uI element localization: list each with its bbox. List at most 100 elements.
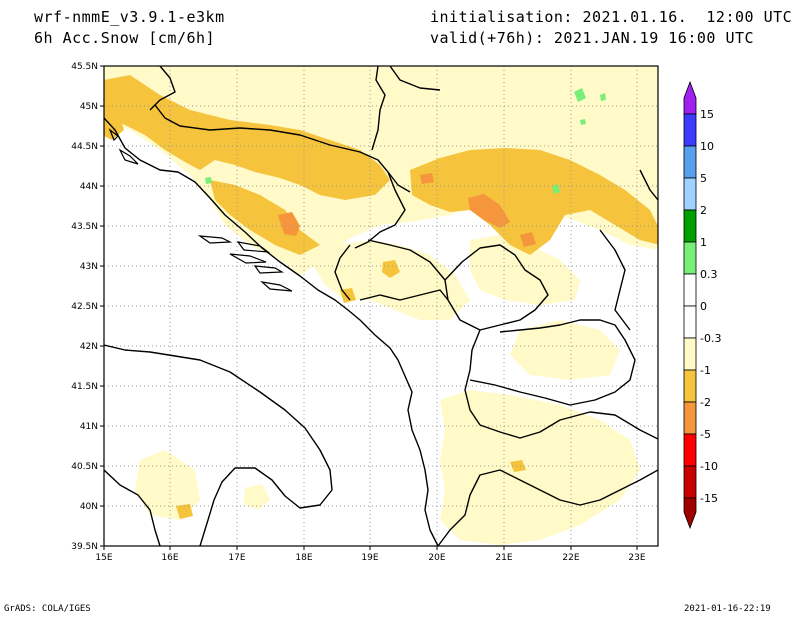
lat-tick: 42.5N [71, 302, 98, 312]
bosnia-east-border [354, 171, 406, 249]
colorbar-label: -2 [700, 396, 711, 409]
snow-light-italy-spot [244, 484, 270, 510]
init-time: initialisation: 2021.01.16. 12:00 UTC [430, 8, 793, 26]
colorbar-top-arrow [683, 80, 697, 115]
greece-coast [437, 469, 658, 546]
serbia-croatia-border [371, 66, 386, 151]
field-title: 6h Acc.Snow [cm/6h] [34, 29, 216, 47]
montenegro-border [334, 244, 351, 301]
island-6 [118, 148, 139, 165]
colorbar-label: 0.3 [700, 268, 718, 281]
lat-tick-labels: 39.5N 40N 40.5N 41N 41.5N 42N 42.5N 43N … [71, 62, 98, 552]
lat-tick: 43N [80, 262, 98, 272]
snow-moderate-spot-a [382, 260, 400, 278]
snow-moderate-spot-c [510, 460, 526, 472]
lon-tick: 19E [361, 553, 378, 563]
lon-tick-labels: 15E 16E 17E 18E 19E 20E 21E 22E 23E [95, 553, 645, 563]
colorbar-swatch [683, 273, 697, 307]
snow-light-macedonia [510, 320, 620, 380]
valid-time: valid(+76h): 2021.JAN.19 16:00 UTC [430, 29, 755, 47]
albania-north-border [359, 289, 449, 301]
lon-tick: 21E [495, 553, 512, 563]
bulgaria-border [599, 229, 631, 331]
lat-tick: 42N [80, 342, 98, 352]
lat-tick: 45N [80, 102, 98, 112]
lon-tick: 16E [161, 553, 178, 563]
island-3 [253, 265, 285, 274]
colorbar-label: 5 [700, 172, 707, 185]
snow-light-greece [440, 390, 640, 545]
greece-border [479, 411, 658, 440]
colorbar-swatch [683, 177, 697, 211]
lon-tick: 15E [95, 553, 112, 563]
colorbar-label: -15 [700, 492, 718, 505]
lat-tick: 43.5N [71, 222, 98, 232]
green-spot-3 [552, 184, 560, 194]
colorbar: 15 10 5 2 1 0.3 0 -0.3 -1 -2 -5 -10 -15 [683, 80, 721, 530]
colorbar-label: -5 [700, 428, 711, 441]
footer-credit: GrADS: COLA/IGES [4, 604, 91, 614]
snow-heavy-serbia [468, 194, 510, 228]
snow-moderate-west-edge [104, 108, 124, 140]
snow-moderate-serbia-band [410, 148, 658, 255]
island-1 [197, 235, 233, 244]
colorbar-swatch [683, 113, 697, 147]
lat-tick: 40.5N [71, 462, 98, 472]
colorbar-label: 10 [700, 140, 714, 153]
macedonia-border [469, 319, 636, 406]
colorbar-swatch [683, 145, 697, 179]
hungary-border [389, 66, 441, 91]
lat-tick: 41.5N [71, 382, 98, 392]
lat-tick: 39.5N [71, 542, 98, 552]
model-title: wrf-nmmE_v3.9.1-e3km [34, 8, 225, 26]
colorbar-label: -10 [700, 460, 718, 473]
colorbar-label: 0 [700, 300, 707, 313]
colorbar-label: 15 [700, 108, 714, 121]
italy-coast [104, 344, 333, 546]
green-spot-2 [600, 93, 606, 101]
snow-light-italy-heel [135, 450, 200, 520]
snow-moderate-croatia-band [104, 75, 390, 200]
snow-heavy-north [420, 173, 434, 184]
colorbar-swatch [683, 369, 697, 403]
lon-tick: 18E [295, 553, 312, 563]
snow-moderate-spot-b [176, 504, 193, 519]
colorbar-swatch [683, 401, 697, 435]
tick-marks [100, 65, 638, 550]
colorbar-swatch [683, 337, 697, 371]
lat-tick: 44.5N [71, 142, 98, 152]
lon-tick: 17E [228, 553, 245, 563]
colorbar-label: -1 [700, 364, 711, 377]
east-border [639, 169, 658, 201]
lon-tick: 20E [428, 553, 445, 563]
green-spot-4 [205, 177, 212, 184]
lat-tick: 45.5N [71, 62, 98, 72]
island-5 [236, 241, 271, 253]
snow-heavy-bosnia [278, 212, 300, 236]
north-border-west [149, 66, 176, 111]
snow-light-montenegro [310, 240, 470, 320]
adriatic-east-coast [104, 117, 439, 546]
graticule [104, 66, 658, 546]
colorbar-swatch [683, 209, 697, 243]
montenegro-serbia-border [367, 239, 446, 281]
albania-east-border [464, 329, 481, 426]
lat-tick: 40N [80, 502, 98, 512]
islands [108, 128, 293, 292]
green-spot-5 [580, 119, 586, 125]
footer-timestamp: 2021-01-16-22:19 [684, 604, 771, 614]
colorbar-swatch [683, 305, 697, 339]
italy-heel-coast [104, 469, 161, 546]
colorbar-label: 1 [700, 236, 707, 249]
colorbar-label: -0.3 [700, 332, 721, 345]
colorbar-label: 2 [700, 204, 707, 217]
lon-tick: 22E [562, 553, 579, 563]
island-4 [260, 281, 293, 292]
coastlines-borders [104, 66, 658, 546]
lon-tick: 23E [628, 553, 645, 563]
lat-tick: 41N [80, 422, 98, 432]
colorbar-swatch [683, 241, 697, 275]
colorbar-swatch [683, 433, 697, 467]
